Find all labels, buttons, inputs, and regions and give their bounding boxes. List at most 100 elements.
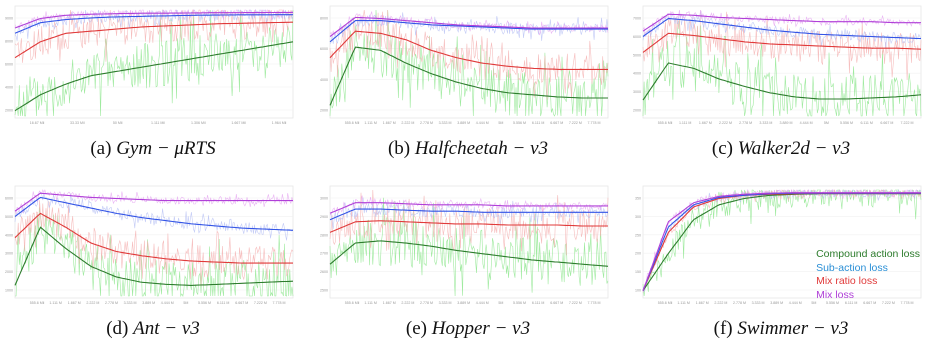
caption-b-title: Halfcheetah − v3 (414, 138, 549, 159)
x-tick-label-f: 5M (811, 301, 816, 305)
series-line-mixratio-e (329, 220, 608, 233)
x-tick-label-e: 555.6 Mil (345, 301, 360, 305)
x-tick-label-d: 3.889 M (142, 301, 155, 305)
raw-trace-compound-e (329, 197, 609, 297)
x-tick-label-f: 3.889 M (770, 301, 783, 305)
x-tick-label-b: 4.444 M (476, 121, 489, 125)
y-tick-label-c: 4000 (633, 72, 641, 76)
x-tick-label-e: 7.222 M (569, 301, 582, 305)
legend-compound: Compound action loss (816, 248, 920, 260)
x-tick-label-f: 6.667 M (863, 301, 876, 305)
x-tick-label-d: 5M (183, 301, 188, 305)
x-tick-label-a: 50 Mil (113, 121, 123, 125)
x-tick-label-f: 4.444 M (789, 301, 802, 305)
caption-e-tag: (e) (405, 318, 428, 339)
x-tick-label-c: 6.111 M (860, 121, 872, 125)
y-tick-label-e: 2500 (320, 289, 328, 293)
x-tick-label-d: 5.556 M (198, 301, 211, 305)
x-tick-label-b: 2.222 M (401, 121, 414, 125)
x-tick-label-e: 7.778 M (588, 301, 601, 305)
y-tick-label-d: 3000 (5, 252, 13, 256)
x-tick-label-a: 16.67 Mil (30, 121, 45, 125)
y-tick-label-e: 2800 (320, 233, 328, 237)
caption-b: (b) Halfcheetah − v3 (318, 138, 618, 160)
y-tick-label-b: 8000 (320, 17, 328, 21)
x-tick-label-c: 1.111 M (679, 121, 691, 125)
caption-c-tag: (c) (711, 138, 733, 159)
y-tick-label-c: 2000 (633, 109, 641, 113)
series-line-mixratio-c (642, 32, 922, 53)
x-tick-label-a: 1.964 Mil (272, 121, 287, 125)
caption-f-title: Swimmer − v3 (737, 318, 849, 339)
x-tick-label-e: 6.111 M (532, 301, 544, 305)
y-tick-label-d: 4000 (5, 233, 13, 237)
plot-area-a (14, 5, 294, 119)
plot-area-f (642, 185, 922, 299)
series-line-mix-f (642, 192, 921, 291)
y-tick-label-e: 2600 (320, 270, 328, 274)
x-tick-label-b: 555.6 Mil (345, 121, 360, 125)
y-tick-label-a: 4000 (5, 86, 13, 90)
series-line-compound-e (329, 240, 609, 267)
y-tick-label-d: 1000 (5, 289, 13, 293)
x-tick-label-f: 1.111 M (677, 301, 689, 305)
y-tick-label-e: 2700 (320, 252, 328, 256)
caption-c: (c) Walker2d − v3 (631, 138, 931, 160)
x-tick-label-c: 5.556 M (840, 121, 853, 125)
legend: Compound action loss Sub-action loss Mix… (816, 248, 920, 302)
raw-trace-compound-a (14, 9, 294, 117)
x-tick-label-c: 5M (824, 121, 829, 125)
caption-d-title: Ant − v3 (133, 318, 200, 339)
x-tick-label-d: 555.6 Mil (30, 301, 45, 305)
x-tick-label-d: 3.333 M (124, 301, 137, 305)
x-tick-label-d: 1.667 M (68, 301, 81, 305)
y-tick-label-d: 2000 (5, 270, 13, 274)
x-tick-label-e: 1.111 M (364, 301, 376, 305)
x-tick-label-b: 5M (498, 121, 503, 125)
caption-d-tag: (d) (106, 318, 129, 339)
raw-trace-mixratio-a (14, 9, 294, 63)
caption-b-tag: (b) (387, 138, 411, 159)
chart-f: 100 150 200 250 300 350 555.6 Mil 1.111 M 1.667 … (635, 185, 922, 305)
series-line-mix-a (14, 11, 294, 29)
y-tick-label-a: 2000 (5, 109, 13, 113)
x-tick-label-f: 5.556 M (826, 301, 839, 305)
x-tick-label-d: 1.111 M (49, 301, 61, 305)
series-line-compound-b (329, 46, 608, 106)
x-tick-label-d: 7.778 M (273, 301, 286, 305)
caption-a: (a) Gym − μRTS (3, 138, 303, 160)
x-tick-label-d: 6.111 M (217, 301, 229, 305)
chart-a: 2000 4000 6000 8000 9000 16.67 Mil 33.33 Mil 50… (5, 5, 294, 125)
caption-e-title: Hopper − v3 (431, 318, 531, 339)
x-tick-label-e: 2.778 M (420, 301, 433, 305)
x-tick-label-a: 1.111 Mil (151, 121, 165, 125)
x-tick-label-d: 7.222 M (254, 301, 267, 305)
x-tick-label-c: 1.667 M (699, 121, 712, 125)
chart-d: 1000 2000 3000 4000 5000 6000 555.6 Mil 1.111 M… (5, 185, 294, 305)
y-tick-label-d: 6000 (5, 197, 13, 201)
y-tick-label-a: 6000 (5, 63, 13, 67)
series-line-mix-b (329, 16, 608, 37)
x-tick-label-e: 1.667 M (383, 301, 396, 305)
series-line-subaction-e (329, 208, 608, 221)
x-tick-label-b: 1.111 M (364, 121, 376, 125)
y-tick-label-c: 5000 (633, 53, 641, 57)
x-tick-label-f: 555.6 Mil (658, 301, 673, 305)
x-tick-label-c: 2.222 M (719, 121, 732, 125)
x-tick-label-c: 2.778 M (739, 121, 752, 125)
legend-mixratio: Mix ratio loss (816, 275, 878, 287)
series-line-mix-e (329, 202, 608, 214)
y-tick-label-f: 300 (635, 215, 641, 219)
x-tick-label-f: 7.222 M (882, 301, 895, 305)
caption-d: (d) Ant − v3 (3, 318, 303, 340)
legend-subaction: Sub-action loss (816, 261, 888, 274)
y-tick-label-b: 2000 (320, 109, 328, 113)
x-tick-label-a: 1.667 Mil (231, 121, 246, 125)
y-tick-label-f: 150 (635, 270, 641, 274)
x-tick-label-e: 5.556 M (513, 301, 526, 305)
y-tick-label-b: 4000 (320, 78, 328, 82)
series-line-compound-a (14, 41, 294, 112)
x-tick-label-c: 3.333 M (759, 121, 772, 125)
y-tick-label-f: 350 (635, 197, 641, 201)
raw-trace-subaction-d (14, 191, 294, 241)
